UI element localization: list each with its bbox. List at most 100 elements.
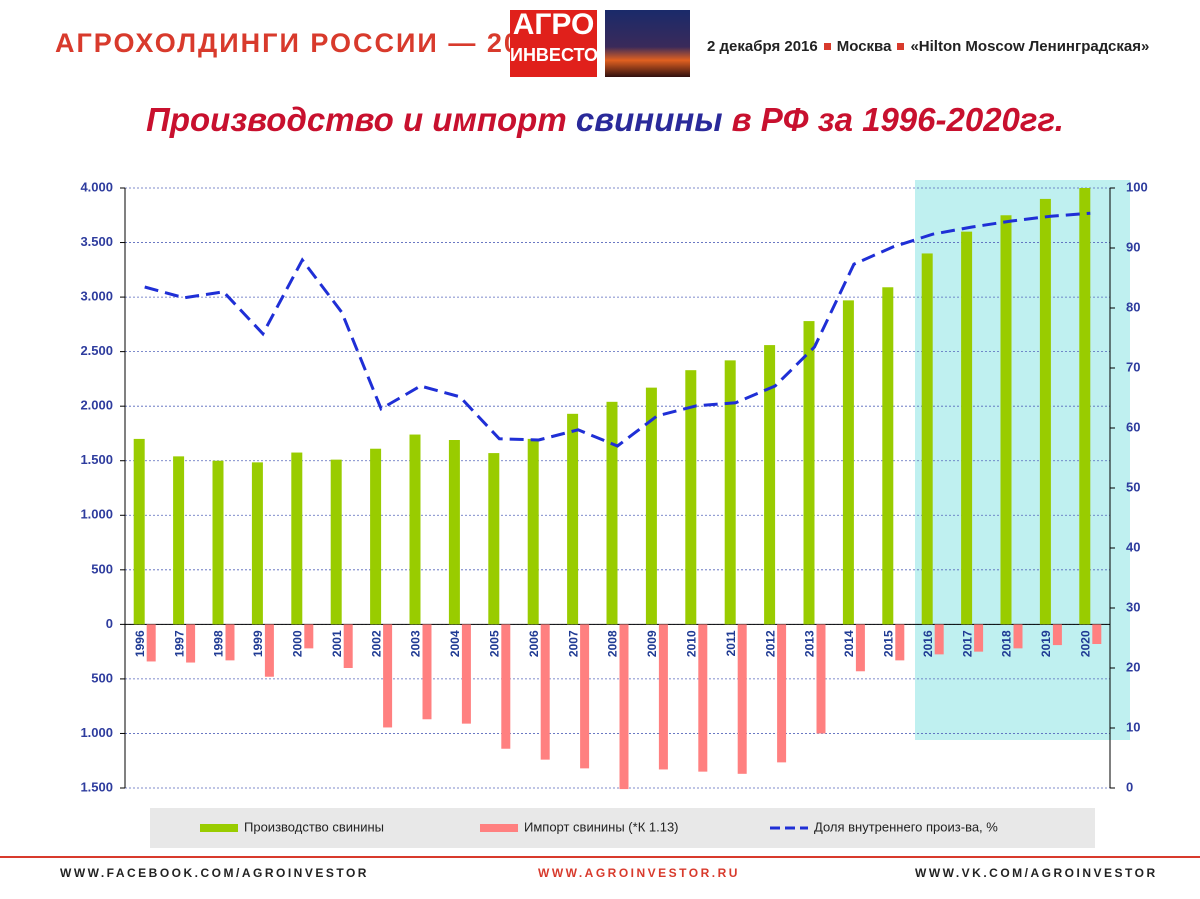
- y-tick-label: 2.000: [80, 398, 113, 413]
- x-tick-label: 2002: [369, 630, 383, 657]
- legend-label: Импорт свинины (*К 1.13): [524, 819, 679, 834]
- x-tick-label: 2010: [684, 630, 698, 657]
- date: 2 декабря 2016: [707, 38, 818, 55]
- separator: [823, 43, 831, 50]
- y2-tick-label: 100: [1126, 179, 1148, 194]
- bar: [212, 460, 224, 625]
- bar: [961, 231, 973, 625]
- bar: [225, 624, 235, 661]
- y2-tick-label: 40: [1126, 539, 1140, 554]
- y2-tick-label: 60: [1126, 419, 1140, 434]
- event-title: АГРОХОЛДИНГИ РОССИИ — 2016: [55, 28, 555, 58]
- bar: [1052, 624, 1062, 646]
- bar: [488, 453, 500, 625]
- bar: [251, 462, 263, 625]
- bar: [974, 624, 984, 652]
- y2-tick-label: 10: [1126, 719, 1140, 734]
- bar: [685, 370, 697, 625]
- x-tick-label: 2017: [960, 630, 974, 657]
- bar: [186, 624, 196, 663]
- title-part: в РФ за 1996-2020гг.: [723, 101, 1064, 138]
- bar: [855, 624, 865, 672]
- bar: [1039, 198, 1051, 625]
- bar: [330, 459, 342, 625]
- bar: [133, 438, 145, 625]
- logo-image: [605, 10, 690, 77]
- y-tick-label: 500: [91, 670, 113, 685]
- venue: «Hilton Moscow Ленинградская»: [910, 38, 1150, 55]
- bar: [1079, 188, 1091, 625]
- line: [144, 211, 1091, 448]
- x-tick-label: 2000: [290, 630, 304, 657]
- x-tick-label: 1999: [251, 630, 265, 657]
- legend-label: Производство свинины: [244, 819, 384, 834]
- x-tick-label: 2007: [566, 630, 580, 657]
- bar: [173, 456, 185, 625]
- x-tick-label: 2015: [881, 630, 895, 657]
- bar: [580, 624, 590, 769]
- y2-tick-label: 50: [1126, 479, 1140, 494]
- bar: [737, 624, 747, 774]
- bar: [304, 624, 314, 649]
- x-tick-label: 1998: [212, 630, 226, 657]
- y2-tick-label: 0: [1126, 779, 1133, 794]
- bar: [1013, 624, 1023, 649]
- bar: [422, 624, 432, 720]
- y-tick-label: 1.500: [80, 779, 113, 794]
- x-tick-label: 1997: [172, 630, 186, 657]
- bar: [146, 624, 156, 662]
- legend-swatch: [200, 824, 238, 832]
- bar: [606, 401, 618, 625]
- title-part: Производство и импорт: [146, 101, 576, 138]
- bar: [527, 438, 539, 625]
- city: Москва: [836, 38, 892, 55]
- x-tick-label: 2001: [330, 630, 344, 657]
- x-tick-label: 2003: [409, 630, 423, 657]
- x-tick-label: 2020: [1078, 630, 1092, 657]
- y2-tick-label: 90: [1126, 239, 1140, 254]
- y2-tick-label: 20: [1126, 659, 1140, 674]
- y-tick-label: 3.000: [80, 289, 113, 304]
- y-tick-label: 1.000: [80, 725, 113, 740]
- footer-link: WWW.VK.COM/AGROINVESTOR: [915, 866, 1158, 880]
- legend-label: Доля внутреннего произ-ва, %: [814, 819, 998, 834]
- logo: АГРО ИНВЕСТОР: [510, 8, 610, 77]
- y2-tick-label: 70: [1126, 359, 1140, 374]
- bar: [895, 624, 905, 661]
- bar: [619, 624, 629, 790]
- chart-title: Производство и импорт свинины в РФ за 19…: [146, 101, 1064, 138]
- x-tick-label: 2014: [842, 630, 856, 657]
- footer-link: WWW.FACEBOOK.COM/AGROINVESTOR: [60, 866, 369, 880]
- bar: [501, 624, 511, 749]
- bar: [370, 448, 382, 625]
- legend-box: [150, 808, 1095, 848]
- x-tick-label: 2013: [803, 630, 817, 657]
- bar: [724, 360, 736, 625]
- bar: [409, 434, 421, 625]
- bar: [777, 624, 787, 763]
- x-tick-label: 2016: [921, 630, 935, 657]
- bar: [658, 624, 668, 770]
- bar: [921, 253, 933, 625]
- bar: [540, 624, 550, 760]
- x-tick-label: 2018: [1000, 630, 1014, 657]
- y-tick-label: 1.000: [80, 507, 113, 522]
- y-tick-label: 500: [91, 561, 113, 576]
- x-tick-label: 2011: [724, 630, 738, 656]
- logo-text: АГРО: [512, 8, 595, 41]
- y-tick-label: 4.000: [80, 179, 113, 194]
- y-tick-label: 1.500: [80, 452, 113, 467]
- highlight: [915, 180, 1130, 740]
- y2-tick-label: 30: [1126, 599, 1140, 614]
- bar: [461, 624, 471, 724]
- bar: [291, 452, 303, 625]
- title-part: свинины: [576, 101, 723, 138]
- bar: [882, 287, 894, 625]
- x-tick-label: 2006: [527, 630, 541, 657]
- y-tick-label: 2.500: [80, 343, 113, 358]
- bar: [448, 440, 460, 625]
- bar: [645, 387, 657, 625]
- bar: [1000, 215, 1012, 625]
